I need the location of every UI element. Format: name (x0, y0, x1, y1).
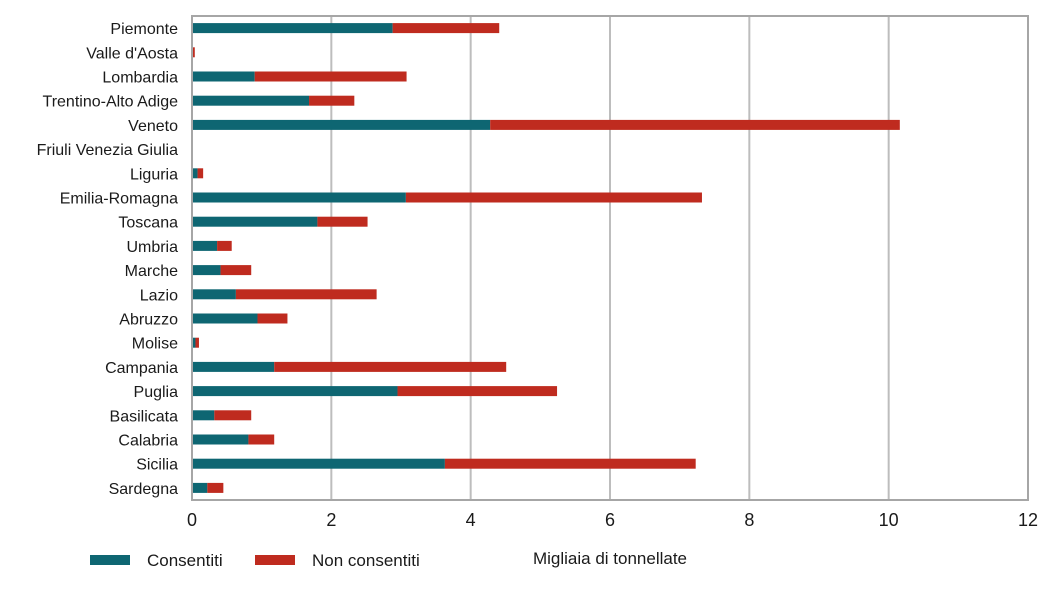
bar-consentiti (192, 458, 445, 469)
x-tick-label: 10 (879, 510, 899, 530)
category-label: Piemonte (110, 21, 178, 38)
bar-non-consentiti (317, 216, 368, 227)
bar-non-consentiti (217, 240, 232, 251)
bar-consentiti (192, 289, 236, 300)
category-label: Lombardia (102, 70, 178, 87)
x-tick-label: 8 (744, 510, 754, 530)
bar-non-consentiti (397, 386, 558, 397)
bars (192, 23, 900, 493)
category-label: Basilicata (110, 408, 179, 425)
bar-consentiti (192, 337, 196, 348)
category-label: Sardegna (109, 481, 178, 498)
x-tick-labels: 0 2 4 6 8 10 12 (187, 510, 1038, 530)
bar-consentiti (192, 168, 198, 179)
category-label: Toscana (118, 215, 178, 232)
bar-consentiti (192, 240, 218, 251)
category-label: Sicilia (136, 457, 178, 474)
bar-non-consentiti (309, 95, 355, 106)
category-label: Calabria (118, 433, 178, 450)
category-label: Valle d'Aosta (86, 45, 178, 62)
bar-non-consentiti (444, 458, 696, 469)
bar-non-consentiti (405, 192, 702, 203)
category-label: Friuli Venezia Giulia (37, 142, 179, 159)
category-label: Liguria (130, 166, 178, 183)
bar-non-consentiti (392, 23, 500, 34)
category-label: Marche (125, 263, 178, 280)
category-label: Campania (105, 360, 178, 377)
bar-consentiti (192, 410, 215, 421)
legend-label: Consentiti (147, 551, 223, 570)
x-tick-label: 2 (326, 510, 336, 530)
bar-consentiti (192, 482, 208, 493)
category-label: Puglia (134, 384, 179, 401)
legend: Consentiti Non consentiti (90, 551, 420, 570)
bar-non-consentiti (207, 482, 224, 493)
bar-consentiti (192, 313, 258, 324)
bar-non-consentiti (195, 337, 199, 348)
bar-non-consentiti (235, 289, 377, 300)
gridlines (330, 16, 890, 500)
category-label: Molise (132, 336, 178, 353)
category-label: Abruzzo (119, 312, 178, 329)
category-label: Emilia-Romagna (60, 191, 178, 208)
legend-swatch (90, 555, 130, 565)
bar-consentiti (192, 95, 310, 106)
category-label: Lazio (140, 287, 178, 304)
x-tick-label: 4 (466, 510, 476, 530)
bar-non-consentiti (192, 47, 195, 58)
bar-non-consentiti (197, 168, 204, 179)
legend-label: Non consentiti (312, 551, 420, 570)
x-tick-label: 12 (1018, 510, 1038, 530)
bar-consentiti (192, 119, 491, 130)
bar-non-consentiti (220, 265, 252, 276)
bar-non-consentiti (490, 119, 900, 130)
bar-consentiti (192, 23, 393, 34)
category-label: Umbria (126, 239, 178, 256)
plot-frame (191, 15, 1029, 501)
bar-consentiti (192, 386, 398, 397)
x-axis-title: Migliaia di tonnellate (533, 549, 687, 568)
category-label: Trentino-Alto Adige (43, 94, 179, 111)
bar-consentiti (192, 265, 221, 276)
bar-consentiti (192, 216, 318, 227)
bar-consentiti (192, 71, 255, 82)
bar-non-consentiti (257, 313, 288, 324)
bar-non-consentiti (248, 434, 275, 445)
bar-non-consentiti (274, 361, 507, 372)
category-labels: Piemonte Valle d'Aosta Lombardia Trentino-A… (37, 21, 179, 498)
x-tick-label: 0 (187, 510, 197, 530)
category-label: Veneto (128, 118, 178, 135)
x-tick-label: 6 (605, 510, 615, 530)
bar-consentiti (192, 434, 249, 445)
bar-non-consentiti (214, 410, 252, 421)
legend-swatch (255, 555, 295, 565)
bar-consentiti (192, 361, 275, 372)
bar-consentiti (192, 192, 406, 203)
bar-non-consentiti (254, 71, 407, 82)
